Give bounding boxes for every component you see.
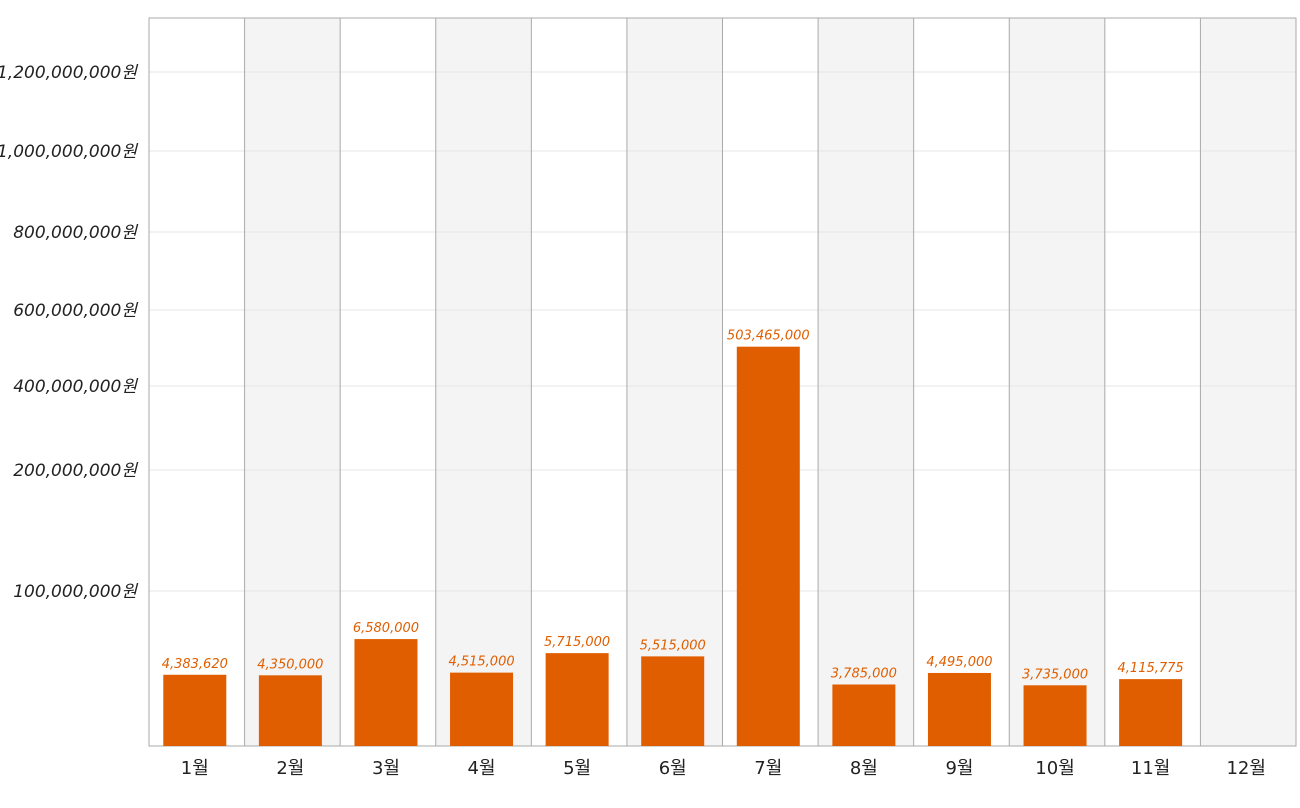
bar-9 — [927, 672, 991, 746]
data-label-7: 503,465,000 — [727, 329, 810, 344]
data-label-3: 6,580,000 — [353, 621, 419, 636]
plot-border — [148, 17, 1297, 747]
data-label-9: 4,495,000 — [926, 655, 992, 670]
x-tick-label: 7월 — [754, 758, 782, 779]
bar-1 — [163, 674, 227, 746]
y-tick-label: 100,000,000원 — [13, 582, 138, 602]
y-axis-ticks: 100,000,000원 200,000,000원 400,000,000원 600,… — [0, 63, 138, 602]
bar-5 — [545, 653, 609, 746]
x-tick-label: 5월 — [563, 758, 591, 779]
column-band — [149, 18, 245, 746]
data-labels: 4,383,620 4,350,000 6,580,000 4,515,000 5,71… — [162, 329, 1184, 683]
data-label-2: 4,350,000 — [257, 657, 323, 672]
bars — [163, 346, 1183, 746]
y-tick-label: 600,000,000원 — [13, 301, 138, 321]
x-tick-label: 10월 — [1035, 758, 1074, 779]
bar-7 — [736, 346, 800, 746]
x-tick-label: 4월 — [468, 758, 496, 779]
bar-8 — [832, 684, 896, 746]
x-tick-label: 2월 — [276, 758, 304, 779]
column-band — [913, 18, 1010, 746]
bar-11 — [1119, 679, 1183, 746]
column-band — [531, 18, 627, 746]
x-tick-label: 8월 — [850, 758, 878, 779]
column-band — [340, 18, 436, 746]
column-bands — [149, 18, 1296, 746]
x-tick-label: 9월 — [945, 758, 973, 779]
data-label-8: 3,785,000 — [831, 666, 897, 681]
plot-frame — [148, 17, 1297, 747]
y-tick-label: 200,000,000원 — [13, 461, 138, 481]
column-band — [435, 18, 532, 746]
x-tick-label: 11월 — [1131, 758, 1170, 779]
data-label-6: 5,515,000 — [640, 638, 706, 653]
bar-10 — [1023, 685, 1087, 746]
data-label-11: 4,115,775 — [1118, 661, 1184, 676]
column-band — [818, 18, 914, 746]
data-label-4: 4,515,000 — [448, 655, 514, 670]
column-band — [244, 18, 341, 746]
column-band — [1009, 18, 1105, 746]
y-tick-label: 1,200,000,000원 — [0, 63, 138, 83]
bar-3 — [354, 639, 418, 746]
bar-6 — [641, 656, 705, 746]
x-tick-label: 1월 — [181, 758, 209, 779]
y-tick-label: 800,000,000원 — [13, 223, 138, 243]
y-tick-label: 1,000,000,000원 — [0, 142, 138, 162]
x-tick-label: 3월 — [372, 758, 400, 779]
bar-4 — [450, 672, 514, 746]
data-label-5: 5,715,000 — [544, 635, 610, 650]
column-band — [1104, 18, 1201, 746]
data-label-1: 4,383,620 — [162, 657, 228, 672]
y-tick-label: 400,000,000원 — [13, 377, 138, 397]
column-band — [1200, 18, 1296, 746]
column-band — [626, 18, 723, 746]
x-tick-label: 6월 — [659, 758, 687, 779]
data-label-10: 3,735,000 — [1022, 667, 1088, 682]
x-axis-ticks: 1월 2월 3월 4월 5월 6월 7월 8월 9월 10월 11월 12월 — [181, 758, 1266, 779]
x-tick-label: 12월 — [1226, 758, 1265, 779]
bar-2 — [258, 675, 322, 746]
